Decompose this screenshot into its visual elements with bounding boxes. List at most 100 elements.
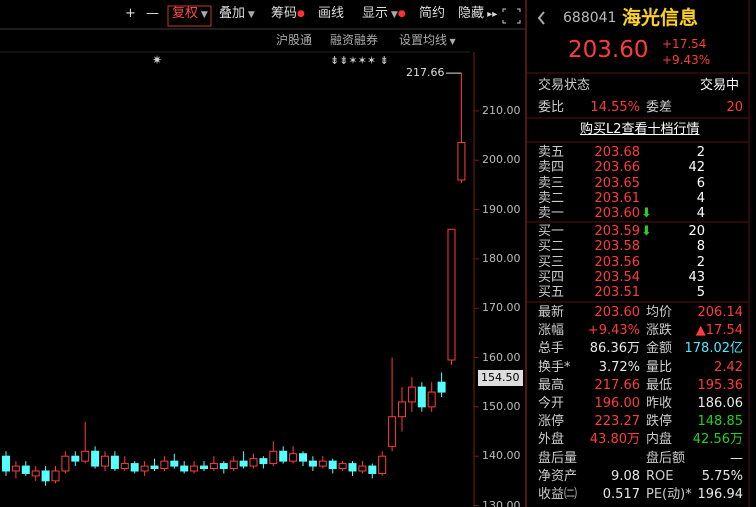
stat-label: 内盘 <box>646 432 673 448</box>
candle-body <box>239 460 248 467</box>
stat-value: 195.36 <box>697 377 744 393</box>
stat-value: 43.80万 <box>589 432 640 448</box>
stat-value: 148.85 <box>697 414 744 430</box>
candle-body <box>328 460 337 470</box>
stat-label: 最新 <box>538 305 565 320</box>
y-tick-label: 210.00 <box>482 103 521 117</box>
candle-body <box>348 463 357 472</box>
toolbar-button[interactable]: 隐藏 ▸▸ <box>458 6 498 21</box>
book-price: 203.54 <box>594 269 641 285</box>
candle-body <box>308 460 317 467</box>
label: 委比 <box>538 100 565 115</box>
book-price: 203.51 <box>594 285 641 301</box>
book-price: 203.66 <box>594 160 641 176</box>
change: +17.54 <box>662 37 707 51</box>
candle-body <box>318 460 327 467</box>
candle-body <box>150 465 159 470</box>
toolbar-button[interactable]: 叠加 ▼ <box>219 6 255 21</box>
candle-body <box>289 453 298 462</box>
last-price: 203.60 <box>568 37 649 63</box>
candle-body <box>259 458 268 465</box>
overlay-button[interactable]: 设置均线 ▼ <box>399 33 456 47</box>
candle-body <box>279 450 288 462</box>
stat-value: 9.08 <box>611 468 640 484</box>
quote-panel <box>527 0 756 507</box>
toolbar-button[interactable]: + <box>125 6 136 21</box>
candle-body <box>190 465 199 472</box>
stat-value: 206.14 <box>697 305 744 320</box>
stat-label: 盘后额 <box>646 450 686 466</box>
book-label: 卖二 <box>538 190 565 206</box>
book-label: 买四 <box>538 269 565 285</box>
stat-label: 量比 <box>646 359 673 375</box>
book-volume: 43 <box>688 269 705 285</box>
stat-label: 换手* <box>538 359 571 375</box>
candle-body <box>249 458 258 467</box>
y-tick-label: 160.00 <box>482 350 521 364</box>
active-button-frame <box>167 5 212 27</box>
book-volume: 8 <box>696 239 705 255</box>
candle-body <box>209 463 218 470</box>
candle-body <box>338 463 347 470</box>
candle-body <box>110 455 119 470</box>
book-volume: 4 <box>696 190 705 206</box>
book-price: 203.60 <box>594 206 641 222</box>
toolbar-button[interactable]: 筹码● <box>271 6 305 21</box>
kline-chart: ✷ ⇟⇟✶✶✶ ⇟ <box>0 0 527 507</box>
book-label: 卖五 <box>538 145 565 160</box>
stock-code: 688041 <box>563 10 617 26</box>
stat-value: 0.517 <box>602 487 640 502</box>
stat-value: 3.72% <box>598 359 640 375</box>
stat-label: 昨收 <box>646 396 673 411</box>
label: 交易状态 <box>538 78 591 93</box>
l2-link[interactable]: 购买L2查看十档行情 <box>580 122 700 137</box>
candle-body <box>61 455 70 472</box>
overlay-button[interactable]: 沪股通 <box>276 33 313 47</box>
high-label: 217.66 <box>406 66 445 80</box>
book-label: 买三 <box>538 254 565 270</box>
fullscreen-icon[interactable] <box>502 8 521 24</box>
y-tick-label: 190.00 <box>482 202 521 216</box>
stat-label: 总手 <box>538 341 565 357</box>
book-label: 卖三 <box>538 175 565 191</box>
book-label: 卖四 <box>538 160 565 176</box>
toolbar-button[interactable]: — <box>146 6 159 21</box>
overlay-button[interactable]: 融资融券 <box>330 33 379 47</box>
stat-value: 86.36万 <box>589 341 640 357</box>
stat-label: 涨幅 <box>538 323 565 339</box>
back-arrow[interactable] <box>537 11 545 25</box>
book-volume: 42 <box>688 160 705 176</box>
candle-body <box>269 450 278 465</box>
book-label: 买一 <box>538 224 565 239</box>
candle-body <box>427 391 436 408</box>
candle-body <box>447 228 456 361</box>
stat-value: — <box>730 450 743 466</box>
stat-value: 196.94 <box>697 487 744 502</box>
stat-label: 外盘 <box>538 432 565 448</box>
stat-label: 今开 <box>538 396 565 411</box>
stat-value: ▲17.54 <box>695 323 743 339</box>
candle-body <box>101 455 109 467</box>
value: 14.55% <box>590 100 640 115</box>
candle-body <box>200 465 208 470</box>
candle-body <box>71 455 80 462</box>
candle-body <box>378 455 387 474</box>
toolbar-button[interactable]: 简约 <box>419 6 446 21</box>
candle-body <box>160 460 169 470</box>
stat-label: 涨停 <box>538 414 565 430</box>
status: 交易中 <box>700 78 740 93</box>
y-tick-label: 170.00 <box>482 301 521 315</box>
book-price: 203.59 <box>594 224 641 239</box>
candle-body <box>81 450 90 462</box>
stat-label: 跌停 <box>646 414 673 430</box>
toolbar-button[interactable]: 画线 <box>318 6 345 21</box>
stat-label: 金额 <box>646 341 673 357</box>
event-marker: ✷ <box>152 53 162 67</box>
down-arrow: ⬇ <box>641 224 652 239</box>
toolbar-button[interactable]: 显示 ▼● <box>362 6 406 21</box>
toolbar-button[interactable]: 复权 ▼ <box>172 6 208 21</box>
candle-body <box>91 450 100 467</box>
y-tick-label: 140.00 <box>482 449 521 463</box>
book-volume: 6 <box>696 175 705 191</box>
